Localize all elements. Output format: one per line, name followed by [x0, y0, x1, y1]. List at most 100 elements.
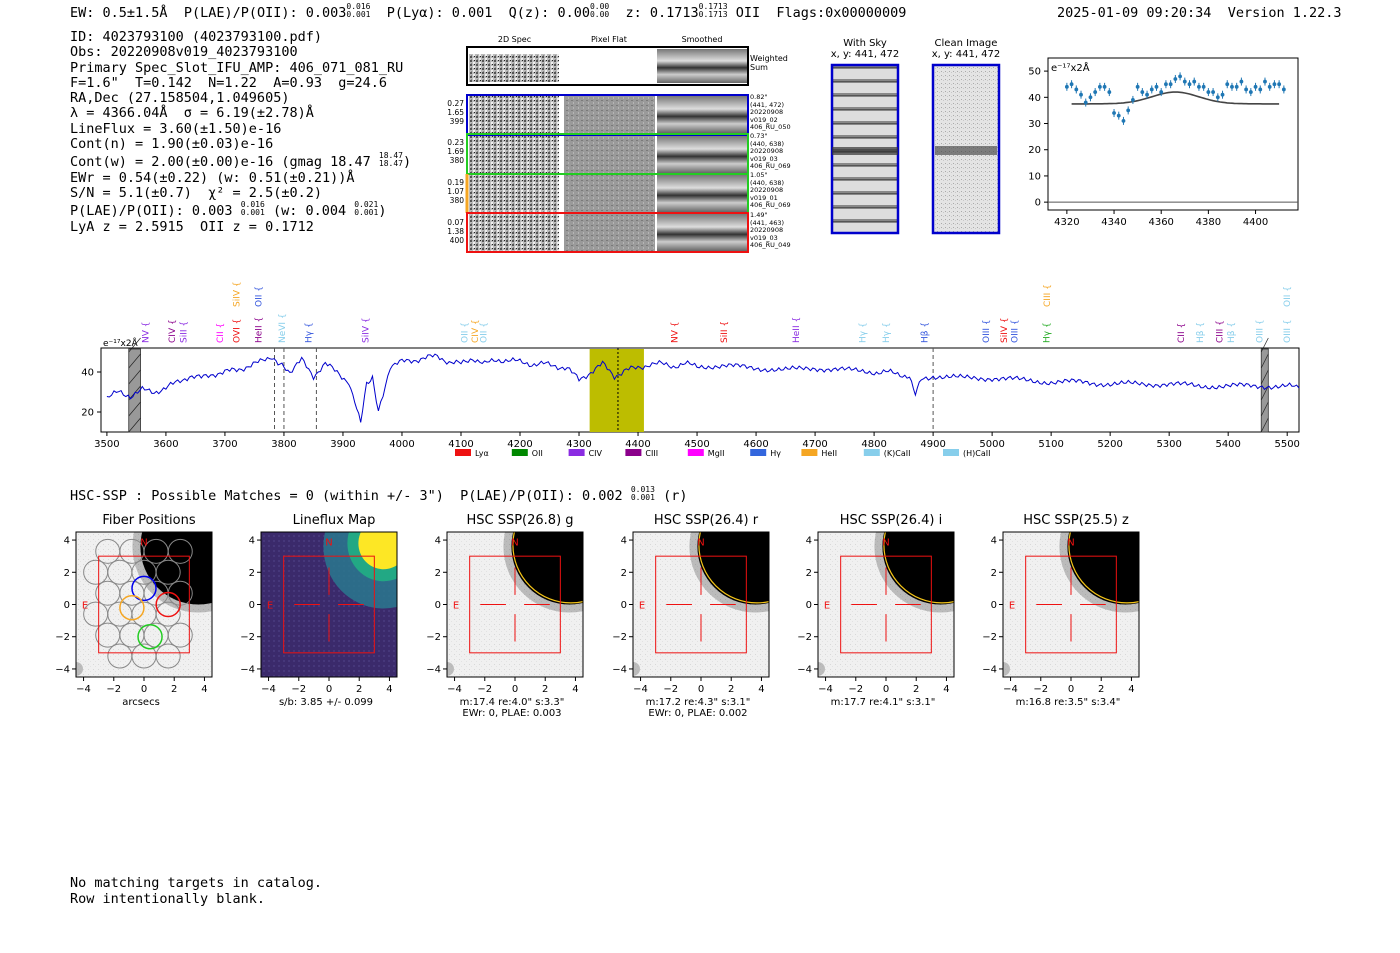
- info-obs: Obs: 20220908v019_4023793100: [70, 44, 298, 61]
- spec-xtick-label: 4300: [566, 439, 591, 450]
- panel-xtick-label: 4: [386, 684, 392, 695]
- fiber-circle: [167, 538, 193, 564]
- contw-lo: 18.47: [378, 159, 403, 169]
- legend-entry: CIII: [625, 449, 658, 458]
- search-box: [283, 555, 375, 654]
- panel-xlabel: m:17.4 re:4.0" s:3.3": [459, 697, 565, 708]
- info-sn: S/N = 5.1(±0.7) χ² = 2.5(±0.2): [70, 184, 322, 201]
- line-label: Hβ {: [1227, 322, 1237, 343]
- cutout-row-3: [465, 173, 749, 214]
- hsc-band: (r): [663, 488, 688, 504]
- panel-ytick-label: −4: [240, 664, 255, 675]
- line-label: Hγ {: [305, 322, 315, 343]
- line-label: OIII {: [1255, 319, 1265, 343]
- with-sky-title: With Sky x, y: 441, 472: [820, 38, 910, 60]
- panel-ytick-label: 0: [991, 600, 997, 611]
- fit-xtick-label: 4340: [1101, 217, 1126, 228]
- spec-xtick-label: 4700: [802, 439, 827, 450]
- panel-caption: m:17.4 re:4.0" s:3.3" EWr: 0, PLAE: 0.003: [437, 697, 587, 719]
- panel-ytick-label: 0: [435, 600, 441, 611]
- north-label: N: [882, 538, 889, 549]
- info-lambda: λ = 4366.04Å σ = 6.19(±2.78)Å: [70, 105, 314, 122]
- fit-data-point: [1069, 80, 1074, 89]
- panel-ytick-label: −2: [240, 632, 255, 643]
- panel-xtick-label: 0: [698, 684, 704, 695]
- line-label: CIV {: [471, 319, 481, 343]
- fiber-orange: [119, 594, 145, 621]
- line-label: OII {: [1283, 286, 1293, 307]
- fit-data-point: [1154, 82, 1159, 91]
- with-sky-xy: x, y: 441, 472: [830, 49, 900, 60]
- row4-right-info: 1.49" (441, 463) 20220908 v019_03 406_RU…: [750, 211, 791, 250]
- fit-data-point: [1112, 109, 1116, 118]
- spec-xtick-label: 4600: [743, 439, 768, 450]
- panel-xtick-label: 4: [1128, 684, 1134, 695]
- line-label: NeVI {: [278, 313, 288, 343]
- lineflux-peak: [358, 532, 397, 570]
- fiber-red: [155, 591, 181, 618]
- fit-data-point: [1211, 88, 1215, 97]
- panel-ytick-label: 4: [64, 536, 70, 547]
- aperture-ellipse: [512, 532, 583, 604]
- info-plae-end: ): [378, 203, 387, 220]
- panel-ytick-label: 4: [435, 536, 441, 547]
- fiber-circle: [167, 622, 193, 648]
- spec-xtick-label: 4000: [389, 439, 414, 450]
- timestamp-version: 2025-01-09 09:20:34 Version 1.22.3: [1057, 5, 1342, 21]
- east-label: E: [639, 601, 645, 612]
- fit-ytick-label: 40: [1028, 93, 1041, 104]
- panel-ytick-label: 0: [64, 600, 70, 611]
- panel-xtick-label: −4: [633, 684, 648, 695]
- info-plae-w-lo: 0.001: [354, 208, 379, 218]
- contw-end: ): [402, 154, 412, 171]
- panel-5-image: N E −4 −4 −2 −2 0 0 2 2 4 4: [797, 531, 955, 695]
- fit-data-point: [1116, 111, 1121, 120]
- panel-3-image: N E −4 −4 −2 −2 0 0 2 2 4 4: [426, 531, 584, 695]
- search-box: [469, 555, 561, 654]
- line-label: SiIV {: [361, 317, 371, 343]
- legend-swatch: [455, 449, 471, 456]
- legend-label: CIV: [589, 449, 603, 458]
- spec-xtick-label: 5000: [979, 439, 1004, 450]
- fit-xtick-label: 4400: [1243, 217, 1268, 228]
- fit-ytick-label: 50: [1028, 67, 1041, 78]
- panel-xtick-label: 2: [542, 684, 548, 695]
- legend-label: (K)CaII: [884, 449, 911, 458]
- panel-extra: EWr: 0, PLAE: 0.003: [462, 708, 562, 719]
- panel-4-image: N E −4 −4 −2 −2 0 0 2 2 4 4: [612, 531, 770, 695]
- fiber-circle: [155, 643, 181, 669]
- east-label: E: [453, 601, 459, 612]
- row4-left-stats: 0.07 1.38 400: [447, 218, 464, 245]
- fit-data-point: [1164, 80, 1168, 89]
- panel-xlabel: s/b: 3.85 +/- 0.099: [278, 697, 374, 708]
- fit-plot-frame: [1047, 57, 1299, 211]
- bright-source: [697, 532, 769, 605]
- panel-ytick-label: −2: [797, 632, 812, 643]
- fit-data-point: [1258, 85, 1263, 94]
- panel-ytick-label: 4: [806, 536, 812, 547]
- info-contn: Cont(n) = 1.90(±0.03)e-16: [70, 136, 274, 153]
- fit-data-point: [1220, 90, 1225, 99]
- cutout-row-4: [466, 212, 749, 253]
- legend-entry: HeII: [801, 449, 837, 458]
- legend-entry: (K)CaII: [863, 449, 911, 458]
- north-label: N: [140, 538, 147, 549]
- line-label: Hβ {: [1196, 322, 1206, 343]
- plae-lo: 0.001: [346, 10, 371, 19]
- row2-right-info: 0.73" (440, 638) 20220908 v019_03 406_RU…: [750, 132, 791, 171]
- fit-data-point: [1182, 77, 1187, 86]
- info-plae-hi: 0.016: [240, 200, 265, 210]
- panel-xtick-label: −4: [261, 684, 276, 695]
- panel-xtick-label: 2: [728, 684, 734, 695]
- search-box: [840, 555, 932, 654]
- cutout-row-2: [466, 133, 749, 175]
- fiber-circle: [155, 601, 181, 627]
- fit-xtick-label: 4360: [1148, 217, 1173, 228]
- fit-data-point: [1267, 82, 1272, 91]
- east-label: E: [1009, 601, 1015, 612]
- spec-xtick-label: 4200: [507, 439, 532, 450]
- panel-ytick-label: 0: [806, 600, 812, 611]
- qz-lo: 0.00: [589, 10, 610, 19]
- fit-data-point: [1277, 80, 1282, 89]
- fit-ytick-label: 30: [1028, 119, 1041, 130]
